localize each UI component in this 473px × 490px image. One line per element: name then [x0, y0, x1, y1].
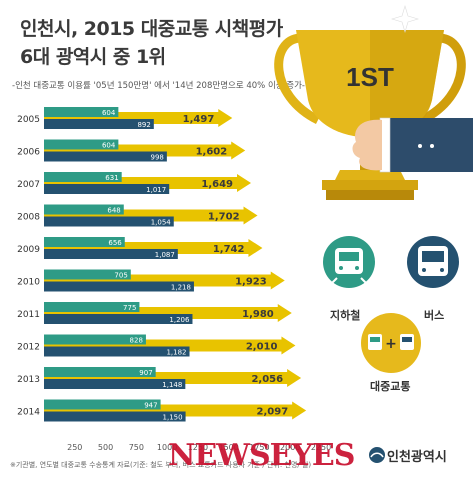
x-axis: 250 500 750 1000 1250 1500 1750 2000 2250: [67, 443, 331, 452]
subway-value-label: 705: [114, 272, 127, 280]
subway-value-label: 604: [102, 142, 116, 150]
year-label: 2009: [17, 245, 40, 255]
total-value-label: 2,056: [251, 374, 283, 385]
subway-value-label: 907: [139, 369, 152, 377]
title-line-1: 인천시, 2015 대중교통 시책평가: [20, 18, 283, 40]
subway-bar: [44, 204, 124, 215]
bus-bar: [44, 379, 186, 389]
subway-bar: [44, 237, 125, 247]
bus-value-label: 1,150: [163, 414, 183, 422]
x-tick-label: 2250: [311, 443, 331, 452]
x-tick-label: 1750: [249, 443, 269, 452]
bus-value-label: 1,206: [169, 316, 190, 324]
year-label: 2007: [17, 180, 40, 190]
x-tick-label: 250: [67, 443, 82, 452]
subway-bar: [44, 367, 156, 377]
subway-label: 지하철: [330, 309, 361, 322]
subtitle: -인천 대중교통 이용률 '05년 150만명' 에서 '14년 208만명으로…: [12, 81, 305, 91]
x-tick-label: 1500: [218, 443, 238, 452]
subway-bar: [44, 399, 161, 410]
subway-bar: [44, 139, 119, 150]
subway-bar: [44, 269, 131, 280]
combined-transit-icon: [361, 313, 421, 373]
total-value-label: 1,742: [213, 244, 245, 255]
subway-bar: [44, 334, 146, 345]
year-label: 2005: [17, 115, 40, 125]
year-label: 2011: [17, 310, 40, 320]
total-value-label: 2,010: [246, 342, 278, 353]
labels-layer: 2005 604 892 1,497 2006 604 998 1,602 2007 631 1,0…: [17, 109, 288, 422]
bus-icon: [407, 236, 459, 288]
bus-bar: [44, 411, 186, 422]
transit-label: 대중교통: [370, 380, 411, 393]
subway-icon: [323, 236, 375, 288]
year-label: 2006: [17, 148, 40, 158]
org-name: 인천광역시: [387, 450, 447, 465]
title-line-2: 6대 광역시 중 1위: [20, 46, 166, 68]
x-tick-label: 500: [98, 443, 113, 452]
bus-value-label: 892: [137, 121, 150, 129]
x-tick-label: 1000: [157, 443, 177, 452]
total-value-label: 1,702: [208, 212, 240, 223]
bus-value-label: 1,182: [166, 349, 186, 357]
plus-sign: +: [385, 336, 397, 352]
subway-value-label: 947: [144, 402, 157, 410]
bus-bar: [44, 346, 190, 357]
subway-bar: [44, 172, 122, 182]
bus-bar: [44, 151, 167, 162]
bus-bar: [44, 249, 178, 259]
total-value-label: 1,980: [242, 309, 274, 320]
total-value-label: 1,602: [196, 147, 228, 158]
bus-value-label: 1,218: [171, 284, 191, 292]
bars-layer: [44, 107, 307, 422]
year-label: 2012: [17, 343, 40, 353]
subway-value-label: 656: [108, 239, 122, 247]
total-value-label: 1,497: [183, 114, 215, 125]
subway-bar: [44, 302, 140, 312]
year-label: 2013: [17, 375, 40, 385]
bus-value-label: 1,054: [151, 219, 172, 227]
x-tick-label: 2000: [280, 443, 300, 452]
bus-bar: [44, 216, 174, 227]
footnote: ※기관별, 연도별 대중교통 수송통계 자료(기준: 철도 부터, 버스 교통카…: [10, 461, 312, 469]
x-tick-label: 750: [129, 443, 144, 452]
bus-value-label: 1,148: [162, 381, 182, 389]
subway-value-label: 775: [123, 304, 136, 312]
trophy-label: 1ST: [346, 62, 394, 92]
bus-bar: [44, 119, 154, 129]
bus-bar: [44, 281, 194, 292]
x-tick-label: 1250: [188, 443, 208, 452]
hand-icon: [352, 117, 473, 173]
year-label: 2008: [17, 213, 40, 223]
subway-value-label: 828: [130, 337, 143, 345]
watermark-logo: NEWSEYES: [168, 438, 355, 473]
bus-bar: [44, 184, 170, 194]
total-value-label: 1,923: [235, 277, 267, 288]
subway-bar: [44, 107, 119, 117]
total-value-label: 2,097: [257, 407, 289, 418]
bus-label: 버스: [424, 309, 445, 322]
year-label: 2014: [17, 408, 40, 418]
subway-value-label: 604: [102, 109, 116, 117]
total-value-label: 1,649: [201, 179, 233, 190]
subway-value-label: 648: [107, 207, 120, 215]
subway-value-label: 631: [105, 174, 118, 182]
bus-value-label: 1,087: [155, 251, 175, 259]
incheon-logo-icon: [369, 447, 385, 463]
year-label: 2010: [17, 278, 40, 288]
bus-value-label: 1,017: [146, 186, 166, 194]
bus-bar: [44, 314, 193, 324]
bus-value-label: 998: [150, 154, 163, 162]
